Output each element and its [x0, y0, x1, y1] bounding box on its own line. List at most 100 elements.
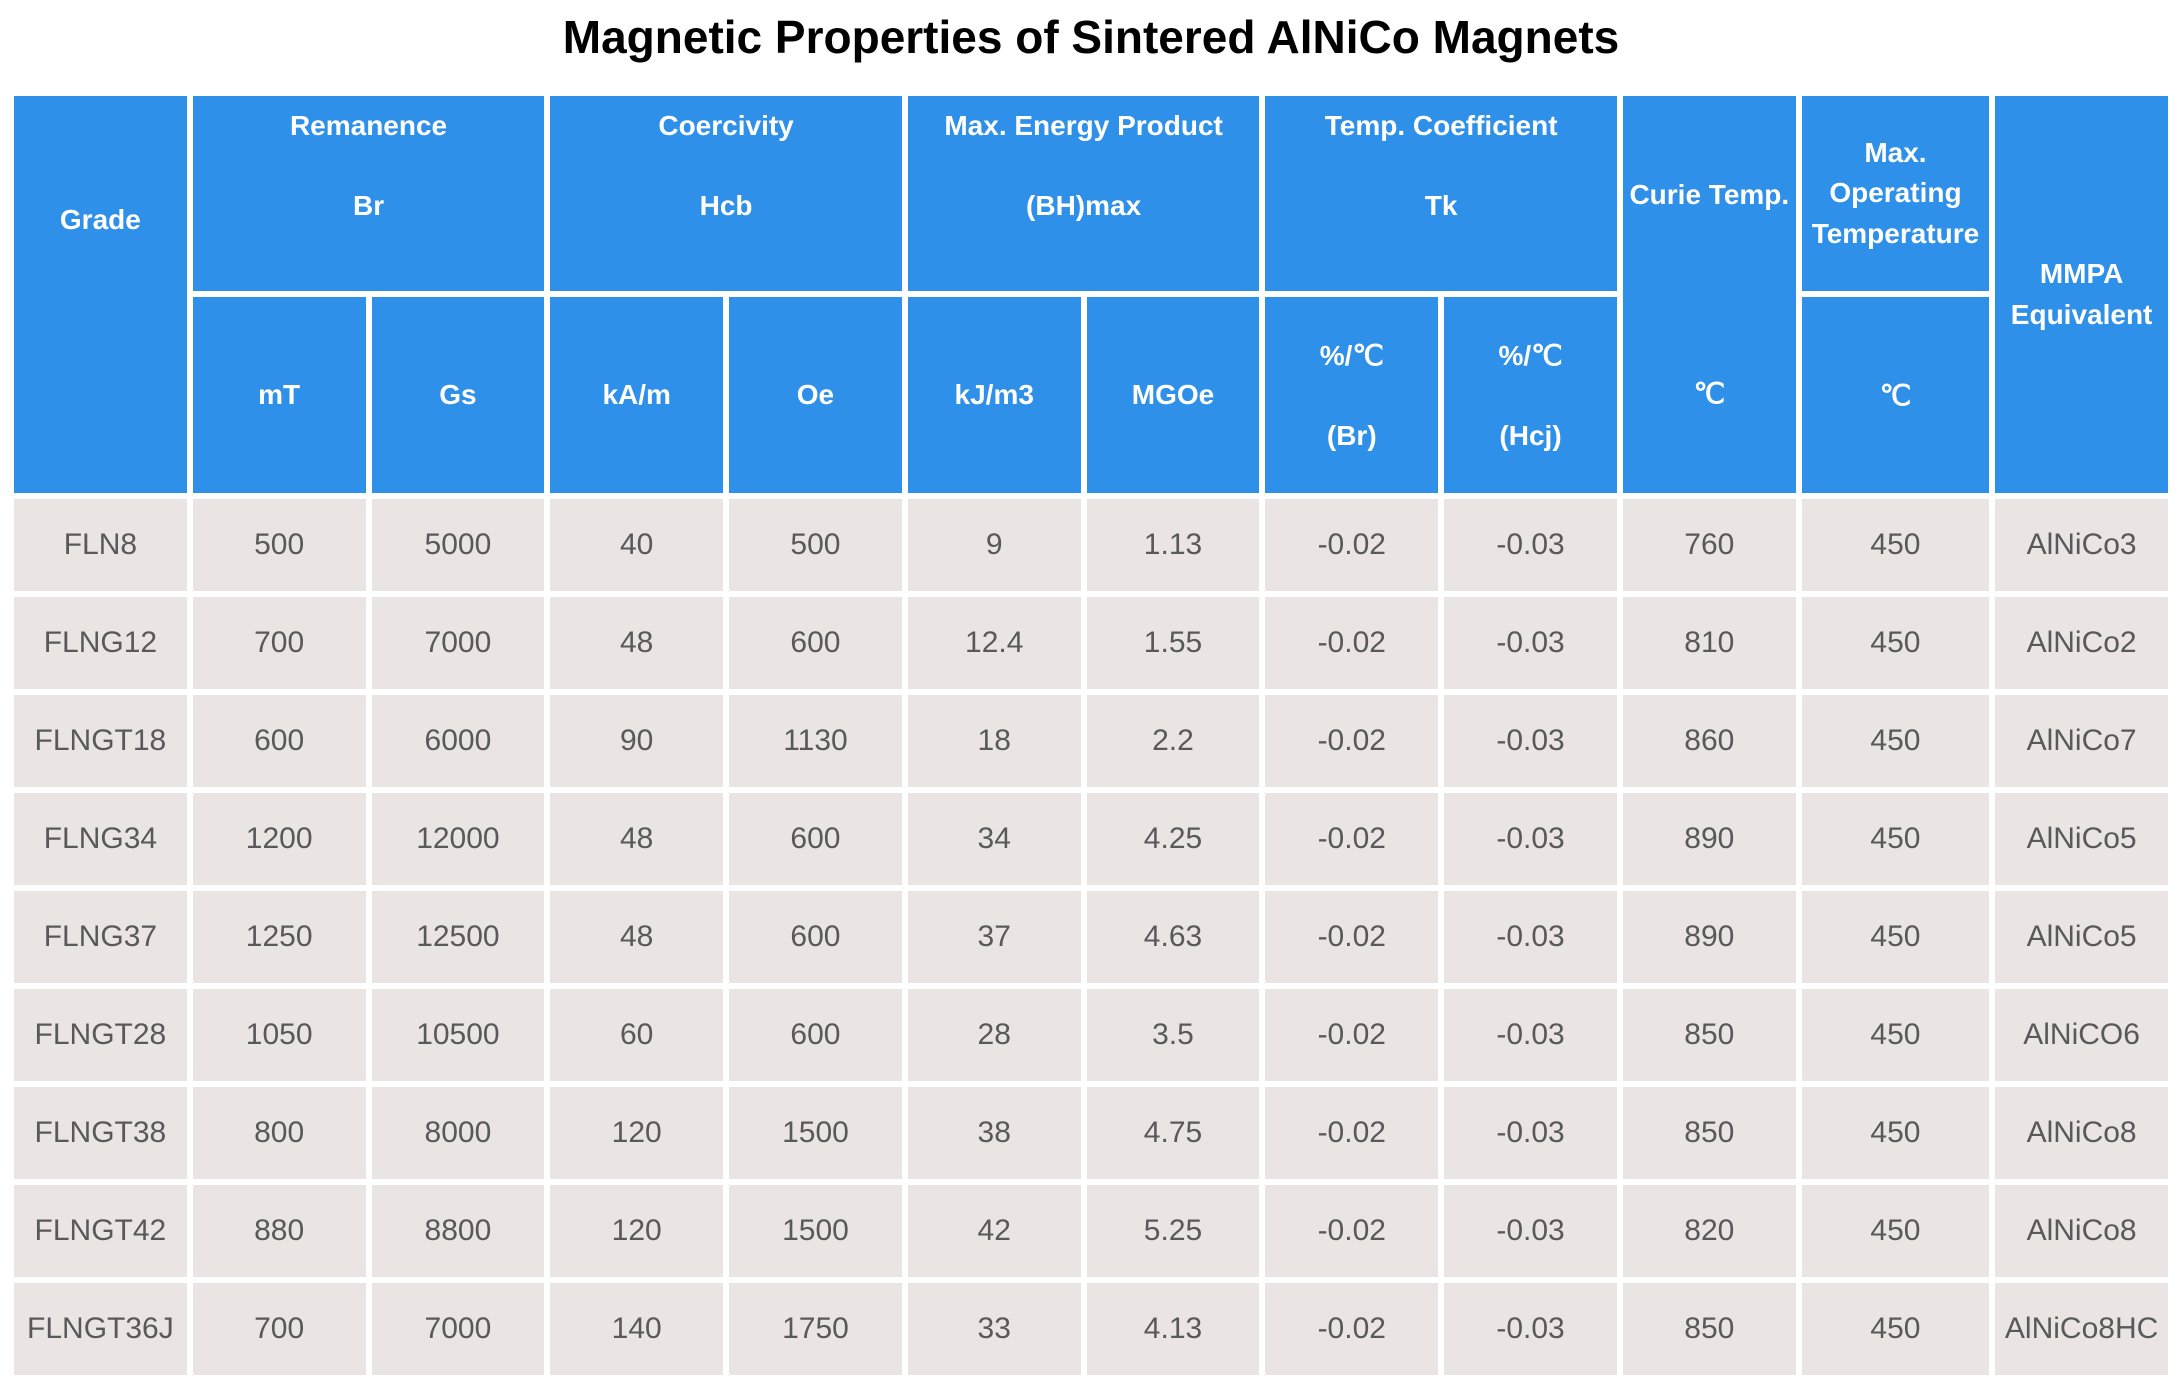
header-unit-mgoe-label: MGOe [1131, 379, 1215, 410]
value-cell: 850 [1622, 1283, 1796, 1375]
value-cell: AlNiCo8HC [1995, 1283, 2168, 1375]
value-cell: 850 [1622, 1087, 1796, 1179]
header-temp-coefficient-title: Temp. Coefficient [1324, 109, 1558, 141]
value-cell: 12000 [371, 793, 545, 885]
grade-cell: FLNG37 [14, 891, 187, 983]
grade-cell: FLNGT36J [14, 1283, 187, 1375]
value-cell: 42 [907, 1185, 1081, 1277]
header-curie-temp-unit-wrap: ℃ [1623, 295, 1796, 494]
value-cell: 12500 [371, 891, 545, 983]
value-cell: 4.75 [1086, 1087, 1260, 1179]
header-unit-gs-label: Gs [439, 379, 477, 410]
value-cell: 18 [907, 695, 1081, 787]
value-cell: 880 [192, 1185, 366, 1277]
value-cell: -0.02 [1265, 1087, 1439, 1179]
value-cell: 60 [550, 989, 724, 1081]
value-cell: 700 [192, 597, 366, 689]
header-temp-coefficient-symbol: Tk [1424, 189, 1458, 221]
value-cell: 450 [1801, 1283, 1990, 1375]
value-cell: 7000 [371, 597, 545, 689]
value-cell: 6000 [371, 695, 545, 787]
value-cell: -0.03 [1444, 1087, 1617, 1179]
header-mmpa-equivalent: MMPA Equivalent [1995, 96, 2168, 493]
value-cell: 450 [1801, 989, 1990, 1081]
header-unit-mgoe: MGOe [1086, 297, 1260, 493]
value-cell: AlNiCo2 [1995, 597, 2168, 689]
value-cell: -0.03 [1444, 499, 1617, 591]
value-cell: 8000 [371, 1087, 545, 1179]
header-curie-temp-unit: ℃ [1693, 378, 1726, 410]
header-unit-max-operating: ℃ [1801, 297, 1990, 493]
header-energy-product-symbol: (BH)max [1026, 189, 1142, 221]
value-cell: 1500 [729, 1185, 902, 1277]
value-cell: 810 [1622, 597, 1796, 689]
value-cell: 800 [192, 1087, 366, 1179]
value-cell: 1200 [192, 793, 366, 885]
value-cell: 3.5 [1086, 989, 1260, 1081]
header-unit-tk-br-line1: %/℃ [1319, 339, 1384, 371]
value-cell: 600 [729, 891, 902, 983]
header-remanence: Remanence Br [192, 96, 545, 291]
grade-cell: FLNGT18 [14, 695, 187, 787]
value-cell: 4.63 [1086, 891, 1260, 983]
header-unit-oe: Oe [729, 297, 902, 493]
header-unit-kjm3-label: kJ/m3 [954, 379, 1034, 410]
value-cell: -0.03 [1444, 989, 1617, 1081]
value-cell: 90 [550, 695, 724, 787]
value-cell: 1750 [729, 1283, 902, 1375]
value-cell: 450 [1801, 597, 1990, 689]
header-unit-tk-br-line2: (Br) [1326, 419, 1377, 451]
header-unit-oe-label: Oe [796, 379, 835, 410]
header-unit-mt-label: mT [258, 379, 301, 410]
value-cell: -0.02 [1265, 499, 1439, 591]
value-cell: -0.02 [1265, 891, 1439, 983]
header-energy-product-title: Max. Energy Product [944, 109, 1223, 141]
value-cell: AlNiCo3 [1995, 499, 2168, 591]
header-coercivity-title: Coercivity [658, 109, 794, 141]
value-cell: 37 [907, 891, 1081, 983]
header-unit-kam-label: kA/m [602, 379, 671, 410]
value-cell: AlNiCo5 [1995, 793, 2168, 885]
header-remanence-symbol: Br [352, 189, 385, 221]
value-cell: 120 [550, 1185, 724, 1277]
value-cell: 4.13 [1086, 1283, 1260, 1375]
value-cell: 9 [907, 499, 1081, 591]
header-curie-temp-title: Curie Temp. [1629, 179, 1790, 211]
value-cell: 120 [550, 1087, 724, 1179]
value-cell: -0.02 [1265, 1185, 1439, 1277]
value-cell: -0.03 [1444, 1283, 1617, 1375]
value-cell: 38 [907, 1087, 1081, 1179]
value-cell: -0.03 [1444, 793, 1617, 885]
value-cell: 850 [1622, 989, 1796, 1081]
value-cell: 600 [729, 989, 902, 1081]
grade-cell: FLNGT28 [14, 989, 187, 1081]
header-unit-kjm3: kJ/m3 [907, 297, 1081, 493]
value-cell: 1130 [729, 695, 902, 787]
header-unit-gs: Gs [371, 297, 545, 493]
value-cell: 600 [729, 597, 902, 689]
value-cell: AlNiCo8 [1995, 1185, 2168, 1277]
header-mmpa-equivalent-label: MMPA Equivalent [2010, 257, 2153, 330]
header-unit-tk-hcj: %/℃ (Hcj) [1444, 297, 1617, 493]
value-cell: 48 [550, 793, 724, 885]
header-unit-tk-br: %/℃ (Br) [1265, 297, 1439, 493]
value-cell: 450 [1801, 1185, 1990, 1277]
value-cell: 450 [1801, 499, 1990, 591]
header-max-operating-temp-title: Max. Operating Temperature [1811, 136, 1980, 249]
value-cell: -0.03 [1444, 891, 1617, 983]
value-cell: -0.03 [1444, 695, 1617, 787]
header-unit-kam: kA/m [550, 297, 724, 493]
value-cell: 1.13 [1086, 499, 1260, 591]
header-coercivity-symbol: Hcb [699, 189, 753, 221]
value-cell: 8800 [371, 1185, 545, 1277]
value-cell: 450 [1801, 1087, 1990, 1179]
value-cell: -0.02 [1265, 695, 1439, 787]
grade-cell: FLNGT42 [14, 1185, 187, 1277]
value-cell: 820 [1622, 1185, 1796, 1277]
value-cell: 7000 [371, 1283, 545, 1375]
value-cell: 34 [907, 793, 1081, 885]
page-title: Magnetic Properties of Sintered AlNiCo M… [562, 11, 1620, 63]
value-cell: 600 [729, 793, 902, 885]
value-cell: 1.55 [1086, 597, 1260, 689]
value-cell: 450 [1801, 695, 1990, 787]
